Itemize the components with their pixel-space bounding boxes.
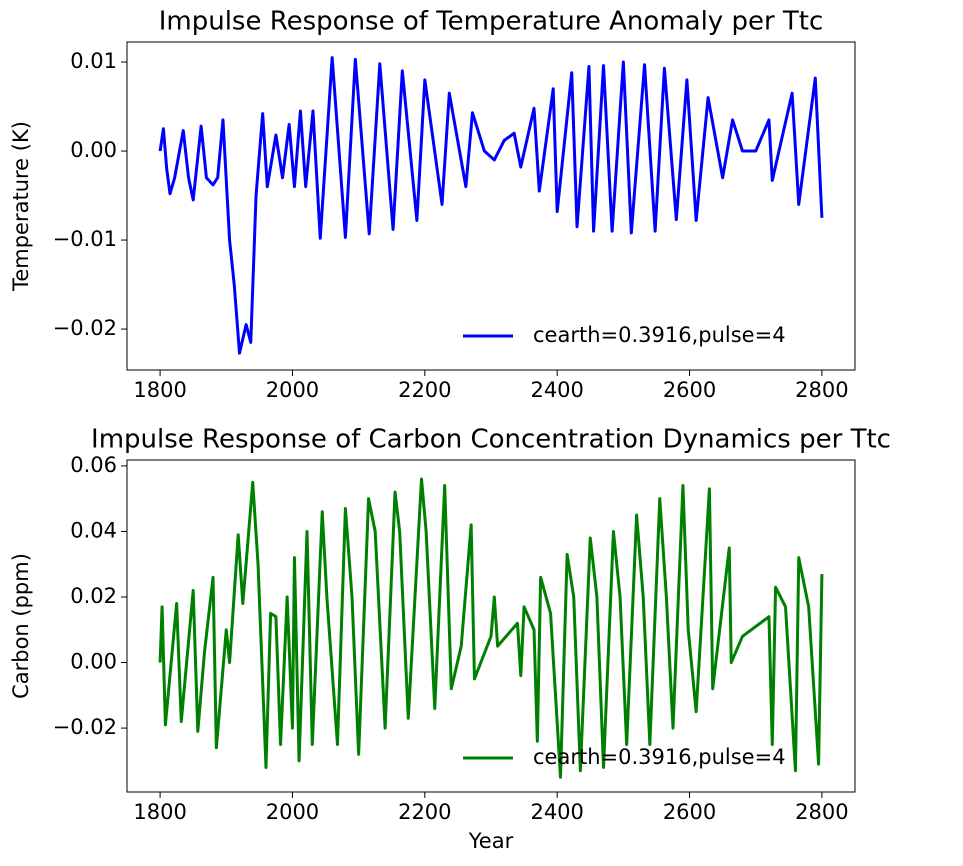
x-tick-label: 2200	[398, 800, 451, 824]
x-tick-label: 1800	[133, 378, 186, 402]
chart-title: Impulse Response of Temperature Anomaly …	[159, 7, 824, 37]
x-tick-label: 2600	[663, 800, 716, 824]
x-tick-label: 2400	[530, 800, 583, 824]
data-line	[158, 477, 824, 779]
chart-title: Impulse Response of Carbon Concentration…	[91, 425, 891, 455]
y-tick-label: 0.00	[70, 650, 117, 674]
x-tick-label: 2800	[795, 800, 848, 824]
x-tick-label: 2600	[663, 378, 716, 402]
y-tick-label: 0.04	[70, 518, 117, 542]
y-tick-label: −0.01	[53, 227, 117, 251]
x-tick-label: 2400	[530, 378, 583, 402]
y-tick-label: −0.02	[53, 316, 117, 340]
y-tick-label: 0.06	[70, 453, 117, 477]
x-tick-label: 2000	[266, 800, 319, 824]
legend-label: cearth=0.3916,pulse=4	[533, 323, 786, 347]
legend-label: cearth=0.3916,pulse=4	[533, 745, 786, 769]
y-axis-label: Carbon (ppm)	[9, 553, 33, 699]
x-tick-label: 1800	[133, 800, 186, 824]
x-tick-label: 2200	[398, 378, 451, 402]
y-axis-label: Temperature (K)	[9, 121, 33, 292]
x-tick-label: 2000	[266, 378, 319, 402]
plot-frame	[126, 459, 856, 793]
y-tick-label: 0.01	[70, 49, 117, 73]
y-tick-label: 0.00	[70, 138, 117, 162]
y-tick-label: 0.02	[70, 584, 117, 608]
data-line	[158, 56, 824, 355]
x-axis-label: Year	[468, 829, 514, 853]
plot-frame	[126, 41, 856, 371]
y-tick-label: −0.02	[53, 715, 117, 739]
x-tick-label: 2800	[795, 378, 848, 402]
